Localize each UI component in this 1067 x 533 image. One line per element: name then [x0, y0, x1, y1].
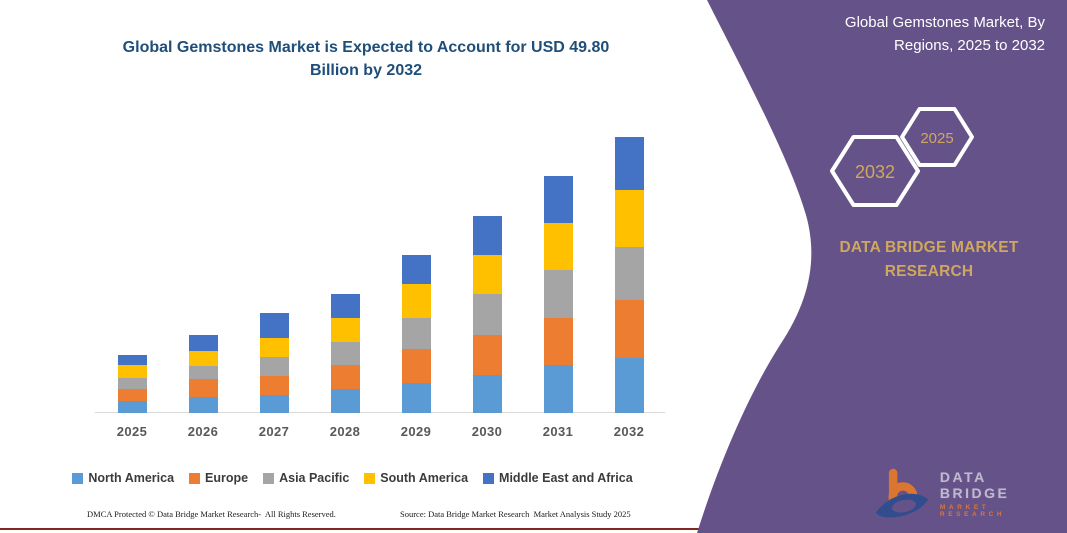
bar-segment-2030-europe — [472, 334, 502, 375]
logo-brand-name: DATA BRIDGE — [939, 468, 1010, 501]
bar-segment-2030-north-america — [472, 374, 502, 413]
legend-label: Middle East and Africa — [499, 471, 633, 485]
legend-swatch — [72, 472, 84, 484]
chart-title: Global Gemstones Market is Expected to A… — [122, 39, 610, 79]
legend-item-middle-east-and-africa: Middle East and Africa — [483, 471, 633, 485]
bar-segment-2027-middle-east-and-africa — [259, 313, 289, 338]
legend-label: North America — [88, 471, 175, 485]
bar-segment-2030-asia-pacific — [472, 294, 502, 335]
bar-segment-2029-middle-east-and-africa — [401, 255, 431, 284]
bar-segment-2032-middle-east-and-africa — [614, 137, 644, 191]
x-axis-label-2032: 2032 — [613, 424, 645, 439]
hexagon-2025-year: 2025 — [920, 130, 953, 147]
legend-swatch — [263, 472, 275, 484]
bar-segment-2026-europe — [188, 378, 218, 397]
bar-segment-2026-south-america — [188, 350, 218, 367]
bar-segment-2032-south-america — [614, 190, 644, 247]
dbmr-logo: DATA BRIDGE MARKET RESEARCH — [874, 461, 1054, 525]
bar-segment-2027-europe — [259, 376, 289, 395]
x-axis-label-2025: 2025 — [116, 424, 148, 439]
bottom-divider-line — [0, 528, 702, 530]
hexagon-2032 — [830, 135, 920, 207]
legend-item-north-america: North America — [72, 471, 174, 485]
bar-segment-2025-north-america — [117, 400, 147, 413]
bar-segment-2032-europe — [614, 299, 644, 359]
bar-segment-2025-middle-east-and-africa — [117, 354, 147, 366]
bar-segment-2029-europe — [401, 349, 431, 384]
legend-item-europe: Europe — [189, 471, 248, 485]
x-axis-label-2030: 2030 — [471, 424, 503, 439]
x-axis-label-2027: 2027 — [258, 424, 290, 439]
legend-item-south-america: South America — [364, 471, 468, 485]
bar-segment-2029-south-america — [401, 283, 431, 319]
x-axis-line — [95, 412, 665, 413]
legend-swatch — [483, 472, 495, 484]
bar-segment-2025-south-america — [117, 365, 147, 378]
bar-segment-2027-north-america — [259, 394, 289, 413]
legend-swatch — [364, 472, 376, 484]
bar-segment-2028-middle-east-and-africa — [330, 293, 360, 318]
x-axis-label-2029: 2029 — [400, 424, 432, 439]
bar-segment-2025-europe — [117, 388, 147, 401]
dbmr-logo-icon — [875, 468, 929, 518]
bar-segment-2029-north-america — [401, 383, 431, 413]
side-panel-title: Global Gemstones Market, By Regions, 202… — [844, 14, 1045, 54]
bar-2028 — [330, 293, 360, 413]
bar-segment-2026-north-america — [188, 396, 218, 413]
bar-2027 — [259, 313, 289, 413]
bar-segment-2032-asia-pacific — [614, 246, 644, 300]
chart-legend: North America Europe Asia Pacific South Ame… — [0, 471, 705, 485]
bar-2031 — [543, 175, 573, 413]
bar-segment-2027-asia-pacific — [259, 356, 289, 377]
bar-segment-2028-europe — [330, 365, 360, 390]
x-axis-label-2028: 2028 — [329, 424, 361, 439]
bar-2026 — [188, 334, 218, 413]
bar-segment-2028-north-america — [330, 389, 360, 413]
bar-segment-2031-south-america — [543, 222, 573, 271]
bar-segment-2027-south-america — [259, 337, 289, 357]
bar-2029 — [401, 255, 431, 413]
brand-wordmark: DATA BRIDGE MARKET RESEARCH — [839, 239, 1019, 280]
legend-label: Asia Pacific — [279, 471, 350, 485]
hexagon-2032-year: 2032 — [855, 162, 895, 182]
bar-2032 — [614, 137, 644, 413]
bar-segment-2032-north-america — [614, 358, 644, 413]
x-axis-label-2031: 2031 — [542, 424, 574, 439]
dmca-notice: DMCA Protected © Data Bridge Market Rese… — [87, 509, 336, 519]
bar-segment-2031-asia-pacific — [543, 270, 573, 318]
bar-segment-2030-south-america — [472, 254, 502, 295]
x-axis-label-2026: 2026 — [187, 424, 219, 439]
legend-label: South America — [380, 471, 469, 485]
bar-segment-2028-asia-pacific — [330, 341, 360, 366]
bar-segment-2028-south-america — [330, 317, 360, 342]
bar-segment-2031-middle-east-and-africa — [543, 175, 573, 223]
bar-2030 — [472, 216, 502, 413]
legend-item-asia-pacific: Asia Pacific — [263, 471, 349, 485]
legend-swatch — [189, 472, 201, 484]
bar-2025 — [117, 354, 147, 413]
bar-segment-2030-middle-east-and-africa — [472, 216, 502, 255]
hexagon-years-graphic: 2025 2032 — [830, 107, 974, 207]
bar-segment-2029-asia-pacific — [401, 318, 431, 350]
bar-segment-2031-europe — [543, 317, 573, 366]
bar-segment-2025-asia-pacific — [117, 377, 147, 389]
bar-segment-2026-asia-pacific — [188, 366, 218, 379]
logo-brand-subtitle: MARKET RESEARCH — [939, 503, 1006, 518]
bar-segment-2031-north-america — [543, 365, 573, 413]
legend-label: Europe — [205, 471, 249, 485]
source-note: Source: Data Bridge Market Research Mark… — [400, 509, 631, 519]
bar-segment-2026-middle-east-and-africa — [188, 334, 218, 351]
hexagon-2025 — [900, 107, 974, 167]
